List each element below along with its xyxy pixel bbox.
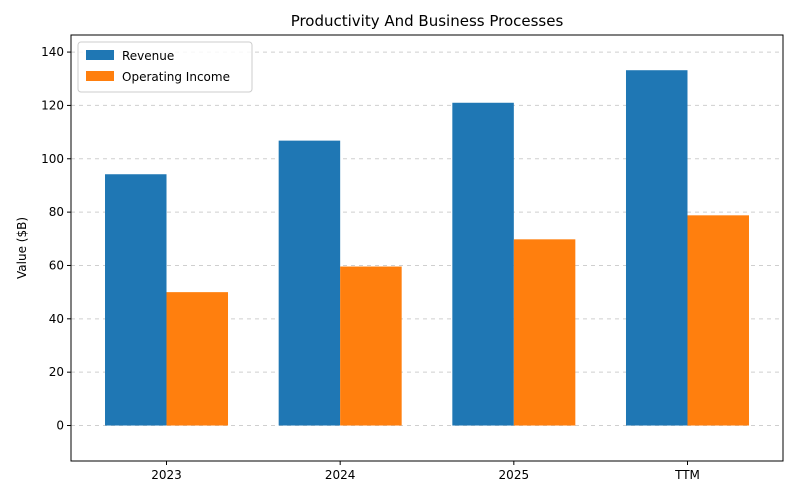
plot-frame: [70, 34, 784, 462]
y-tick-label: 120: [41, 98, 64, 112]
y-tick-label: 80: [49, 205, 64, 219]
legend: Revenue Operating Income: [77, 41, 253, 93]
y-tick-label: 0: [56, 419, 64, 433]
x-axis-ticks: 2023 2024 2025 TTM: [151, 461, 700, 482]
bar-operating-income: [340, 266, 402, 426]
bar-operating-income: [513, 239, 576, 426]
legend-label: Operating Income: [122, 70, 230, 84]
bar-operating-income: [687, 215, 749, 426]
bar-revenue: [452, 102, 514, 426]
y-tick-label: 100: [41, 152, 64, 166]
legend-swatch: [86, 71, 114, 81]
x-tick-label: 2025: [499, 468, 530, 482]
x-tick-label: TTM: [674, 468, 700, 482]
x-tick-label: 2024: [325, 468, 356, 482]
y-tick-label: 140: [41, 45, 64, 59]
y-tick-label: 60: [49, 258, 64, 272]
y-tick-label: 20: [49, 365, 64, 379]
legend-swatch: [86, 50, 114, 60]
bar-revenue: [105, 174, 167, 426]
bar-revenue: [278, 140, 341, 426]
legend-box: [77, 41, 253, 93]
y-tick-label: 40: [49, 312, 64, 326]
legend-label: Revenue: [122, 49, 174, 63]
bars: [105, 70, 749, 426]
y-axis-label: Value ($B): [15, 217, 29, 279]
bar-operating-income: [166, 292, 229, 426]
chart-title: Productivity And Business Processes: [291, 12, 564, 30]
x-tick-label: 2023: [151, 468, 182, 482]
bar-revenue: [625, 70, 688, 426]
y-axis-ticks: 0 20 40 60 80 100 120 140: [41, 45, 71, 433]
